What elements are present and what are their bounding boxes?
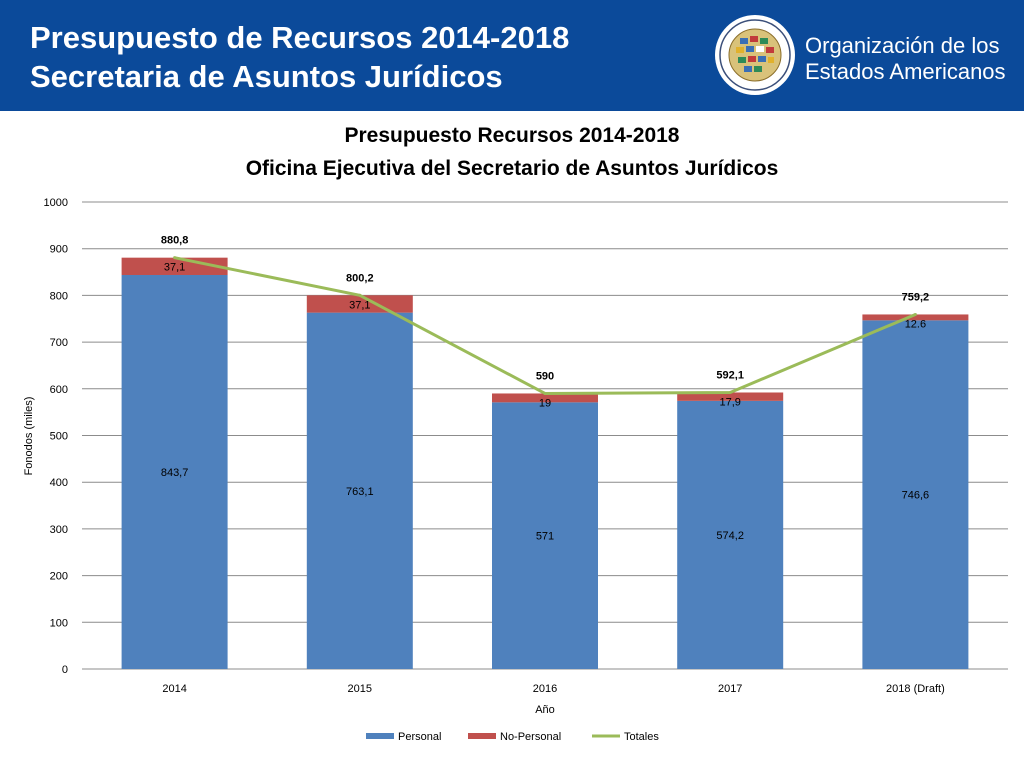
data-label-total: 592,1 [716, 369, 744, 381]
totals-point [173, 256, 177, 260]
data-label-personal: 763,1 [346, 486, 374, 498]
data-label-total: 759,2 [902, 291, 930, 303]
bar-personal [492, 402, 598, 669]
legend-label-personal: Personal [398, 731, 441, 743]
bar-personal [306, 312, 413, 669]
legend: Personal No-Personal Totales [366, 731, 659, 743]
data-label-no-personal: 17,9 [719, 396, 740, 408]
data-label-personal: 843,7 [161, 467, 189, 479]
bar-personal [862, 320, 969, 669]
data-label-personal: 571 [536, 531, 554, 543]
data-label-total: 880,8 [161, 235, 189, 247]
y-tick-label: 200 [50, 571, 68, 583]
y-tick-label: 700 [50, 337, 68, 349]
y-axis-ticks: 0 100 200 300 400 500 600 700 800 900 1000 [44, 197, 68, 676]
y-tick-label: 0 [62, 664, 68, 676]
y-tick-label: 400 [50, 477, 68, 489]
bar-personal [121, 274, 228, 669]
chart-title: Presupuesto Recursos 2014-2018 [344, 124, 680, 147]
page-title: Presupuesto de Recursos 2014-2018 [30, 20, 570, 55]
legend-swatch-no-personal [468, 733, 496, 739]
bar-personal [677, 400, 784, 669]
org-name-line2: Estados Americanos [805, 59, 1006, 84]
data-labels: 843,7 37,1 880,8 763,1 37,1 800,2 571 19 590 574,… [161, 235, 929, 543]
legend-label-no-personal: No-Personal [500, 731, 561, 743]
y-tick-label: 500 [50, 431, 68, 443]
x-tick-label: 2016 [533, 683, 557, 695]
x-axis-title: Año [535, 704, 555, 716]
x-tick-label: 2015 [348, 683, 372, 695]
x-axis-ticks: 2014 2015 2016 2017 2018 (Draft) [162, 683, 944, 695]
data-label-no-personal: 12.6 [905, 318, 926, 330]
totals-line-layer [173, 256, 917, 395]
data-label-no-personal: 37,1 [164, 262, 185, 274]
data-label-personal: 746,6 [902, 490, 930, 502]
data-label-total: 800,2 [346, 272, 374, 284]
legend-swatch-personal [366, 733, 394, 739]
x-tick-label: 2014 [162, 683, 186, 695]
y-tick-label: 900 [50, 244, 68, 256]
legend-label-totales: Totales [624, 731, 659, 743]
y-tick-label: 1000 [44, 197, 68, 209]
totals-point [913, 312, 917, 316]
y-tick-label: 800 [50, 290, 68, 302]
x-tick-label: 2017 [718, 683, 742, 695]
y-axis-title: Fonodos (miles) [23, 397, 35, 476]
bar-no-personal [862, 314, 969, 321]
bars [121, 257, 969, 669]
bar-no-personal [492, 393, 598, 403]
totals-point [728, 390, 732, 394]
y-tick-label: 300 [50, 524, 68, 536]
data-label-personal: 574,2 [716, 530, 744, 542]
org-name-line1: Organización de los [805, 33, 1000, 58]
data-label-no-personal: 19 [539, 397, 551, 409]
y-tick-label: 600 [50, 384, 68, 396]
header-banner: Presupuesto de Recursos 2014-2018 Secret… [0, 0, 1024, 111]
totals-point [358, 293, 362, 297]
x-tick-label: 2018 (Draft) [886, 683, 945, 695]
bar-no-personal [677, 392, 784, 401]
totals-point [543, 391, 547, 395]
y-tick-label: 100 [50, 617, 68, 629]
chart-subtitle: Oficina Ejecutiva del Secretario de Asun… [245, 157, 779, 180]
page-subtitle: Secretaria de Asuntos Jurídicos [30, 59, 503, 94]
data-label-total: 590 [536, 370, 554, 382]
oas-seal-logo [715, 15, 795, 95]
data-label-no-personal: 37,1 [349, 299, 370, 311]
